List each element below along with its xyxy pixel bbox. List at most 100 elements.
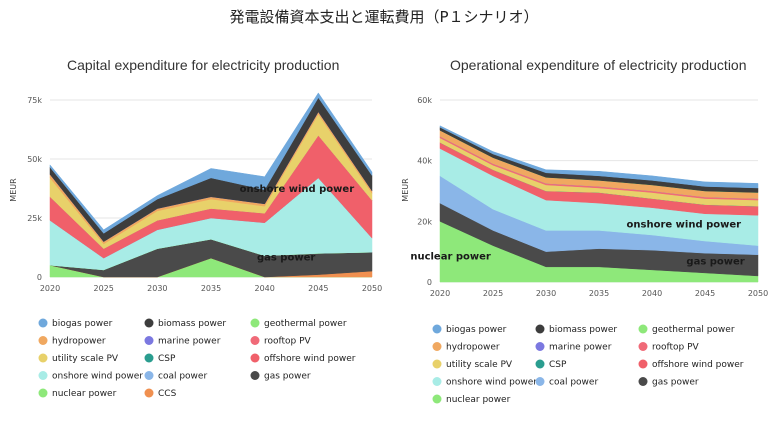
legend-item-csp[interactable]: CSP [535,359,567,371]
legend-item-gas-power[interactable]: gas power [638,377,699,388]
legend-item-csp[interactable]: CSP [144,353,176,365]
annotations: onshore wind power gas power nuclear power [410,219,744,267]
legend-label: rooftop PV [264,337,312,347]
legend-label: nuclear power [446,395,511,405]
legend-item-utility-scale-pv[interactable]: utility scale PV [432,359,513,371]
capex-chart: Capital expenditure for electricity prod… [9,57,382,399]
legend-label: biomass power [549,325,617,335]
y-axis-label: MEUR [401,178,410,202]
legend-item-biomass-power[interactable]: biomass power [144,318,227,330]
legend-label: CSP [549,360,567,370]
x-tick-label: 2030 [147,284,167,293]
series-annotation: gas power [686,256,744,267]
area-biogas-power [439,125,759,189]
legend-item-rooftop-pv[interactable]: rooftop PV [250,336,312,347]
legend-label: nuclear power [52,389,117,399]
legend-item-biogas-power[interactable]: biogas power [38,318,113,330]
legend-item-offshore-wind-power[interactable]: offshore wind power [250,353,356,365]
legend-swatch [432,377,442,386]
legend-label: geothermal power [264,319,347,329]
series-annotation: gas power [257,252,315,263]
legend-swatch [250,371,260,380]
legend-label: biogas power [446,325,507,335]
legend-swatch [38,371,48,380]
legend-item-nuclear-power[interactable]: nuclear power [38,388,117,400]
legend-swatch [250,353,260,363]
x-tick-label: 2025 [483,289,503,298]
x-tick-label: 2035 [201,284,221,293]
legend-item-marine-power[interactable]: marine power [144,336,221,347]
y-tick-label: 25k [27,214,42,223]
legend-swatch [535,359,545,369]
y-axis-label: MEUR [9,178,18,202]
x-tick-label: 2020 [40,284,60,293]
legend-item-biomass-power[interactable]: biomass power [535,324,618,336]
x-tick-label: 2045 [308,284,328,293]
legend-label: offshore wind power [652,360,744,370]
legend-item-onshore-wind-power[interactable]: onshore wind power [432,377,538,388]
legend-item-marine-power[interactable]: marine power [535,342,612,353]
legend-item-gas-power[interactable]: gas power [250,371,311,382]
legend-label: gas power [652,378,699,388]
x-tick-label: 2040 [254,284,274,293]
legend-item-coal-power[interactable]: coal power [144,371,208,382]
y-tick-label: 40k [417,157,432,166]
legend-swatch [638,324,648,334]
x-tick-label: 2045 [695,289,715,298]
legend-item-biogas-power[interactable]: biogas power [432,324,507,336]
legend-item-geothermal-power[interactable]: geothermal power [638,324,735,336]
legend-item-nuclear-power[interactable]: nuclear power [432,394,511,406]
legend-label: CSP [158,354,176,364]
legend-swatch [144,388,154,398]
legend-swatch [432,342,442,351]
legend-label: gas power [264,372,311,382]
series-annotation: onshore wind power [240,184,355,195]
legend-item-utility-scale-pv[interactable]: utility scale PV [38,353,119,365]
legend-label: hydropower [446,343,500,353]
legend-swatch [38,336,48,345]
legend-label: hydropower [52,337,106,347]
legend-swatch [535,324,545,334]
legend: biogas power hydropower utility scale PV on… [38,318,356,400]
annotations: onshore wind power gas power [240,184,355,263]
legend-swatch [250,318,260,328]
legend-item-offshore-wind-power[interactable]: offshore wind power [638,359,744,371]
y-tick-label: 0 [37,273,42,282]
legend-label: coal power [158,372,207,382]
y-ticks: 0 25k 50k 75k [27,96,42,282]
legend-item-rooftop-pv[interactable]: rooftop PV [638,342,700,353]
area-biogas-power [49,92,373,234]
legend-label: biomass power [158,319,226,329]
legend-label: offshore wind power [264,354,356,364]
area-series [439,125,759,283]
legend-swatch [250,336,260,345]
x-tick-label: 2050 [748,289,768,298]
legend-label: utility scale PV [446,360,513,370]
legend-label: geothermal power [652,325,735,335]
y-tick-label: 60k [417,96,432,105]
legend-item-hydropower[interactable]: hydropower [38,336,106,347]
legend-swatch [432,324,442,334]
legend-label: biogas power [52,319,113,329]
legend-swatch [144,371,154,380]
x-ticks: 2020 2025 2030 2035 2040 2045 2050 [40,284,382,293]
legend-swatch [38,318,48,328]
legend-swatch [432,359,442,369]
legend-item-hydropower[interactable]: hydropower [432,342,500,353]
chart-title: Capital expenditure for electricity prod… [67,57,339,73]
y-tick-label: 75k [27,96,42,105]
legend-label: marine power [549,343,612,353]
legend-swatch [144,353,154,363]
legend-item-geothermal-power[interactable]: geothermal power [250,318,347,330]
legend-item-coal-power[interactable]: coal power [535,377,599,388]
legend-swatch [638,342,648,351]
legend-swatch [144,318,154,328]
legend-swatch [38,353,48,363]
legend-item-ccs[interactable]: CCS [144,388,177,400]
y-tick-label: 20k [417,217,432,226]
legend-swatch [535,342,545,351]
x-tick-label: 2050 [362,284,382,293]
legend-item-onshore-wind-power[interactable]: onshore wind power [38,371,144,382]
page-title: 発電設備資本支出と運転費用（P１シナリオ） [229,8,539,26]
legend-swatch [638,377,648,386]
